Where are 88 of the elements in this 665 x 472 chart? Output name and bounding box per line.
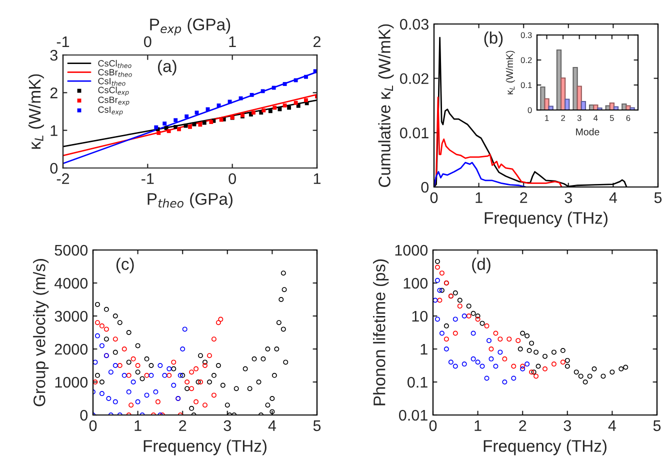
y-axis-title: Group velocity (m/s) (33, 258, 49, 406)
x-tick-label: 0 (89, 420, 97, 432)
x-tick-label: 1 (545, 115, 549, 121)
x-axis-title: P$_{theo}$ (GPa) (148, 192, 232, 208)
y-tick-label: 2000 (54, 344, 88, 355)
y-axis-title: Cumulative κ$_{L}$ (W/mK) (378, 24, 394, 187)
legend-label: CsCl$_{exp}$ (98, 86, 129, 96)
x-tick-label: 1 (314, 173, 321, 184)
y-axis-title: κ$_{L}$ (W/mK) (506, 50, 515, 94)
x-tick-label: -1 (142, 173, 154, 184)
y-tick-label: 0 (421, 182, 429, 193)
y-tick-label: 0.1 (408, 376, 428, 388)
x-tick-label: 4 (609, 192, 617, 203)
x-tick-label: 1 (134, 420, 142, 431)
x-tick-label: 2 (561, 115, 565, 121)
x-tick-label: 5 (313, 420, 321, 432)
bar (564, 98, 570, 110)
bar (630, 107, 635, 110)
x-axis-title: Frequency (THz) (484, 440, 606, 456)
y-tick-label: 0.03 (400, 18, 428, 30)
x-tick-label: 3 (577, 115, 582, 121)
legend-label: CsI$_{theo}$ (98, 78, 126, 86)
x-tick-label: 2 (179, 420, 186, 431)
y-tick-label: 1000 (395, 244, 428, 256)
y-tick-label: 4000 (54, 278, 88, 289)
bar (580, 100, 586, 110)
line-series (434, 162, 527, 187)
bar (613, 106, 619, 110)
x-axis-title: Frequency (THz) (144, 440, 266, 456)
bar (548, 106, 554, 110)
x-tick-label: 1 (474, 420, 482, 431)
y-axis-title: Phonon lifetime (ps) (373, 259, 389, 406)
legend-label: CsBr$_{theo}$ (98, 69, 132, 77)
bar (544, 98, 550, 110)
y-tick-label: 10 (412, 310, 428, 322)
x-tick-label: 4 (594, 115, 598, 121)
y-tick-label: 0.01 (400, 128, 428, 138)
legend-label: CsI$_{exp}$ (98, 106, 123, 116)
bar (572, 66, 578, 110)
x-tick-label: 3 (564, 420, 571, 432)
x2-axis-title: P$_{exp}$ (GPa) (150, 18, 230, 36)
y-tick-label: 0.02 (400, 73, 428, 84)
x-tick-label: 1 (476, 192, 482, 203)
y-tick-label: 0.3 (520, 32, 532, 38)
x-tick-label: 0 (228, 173, 236, 184)
y-tick-label: 3 (50, 50, 58, 61)
x2-tick-label: 0 (144, 36, 152, 48)
annotation: (d) (472, 258, 490, 274)
y-tick-label: 1000 (55, 376, 88, 388)
x-tick-label: 4 (268, 420, 276, 431)
bar (540, 86, 546, 110)
y-tick-label: 0 (50, 162, 58, 174)
y-tick-label: 0 (528, 107, 532, 114)
y-axis-title: κ$_{L}$ (W/mK) (28, 74, 44, 149)
annotation: (c) (116, 258, 134, 274)
y-tick-label: 1 (50, 125, 58, 136)
y-tick-label: 3000 (54, 310, 88, 322)
y-tick-label: 5000 (54, 244, 88, 256)
x-tick-label: 5 (654, 192, 662, 204)
x-tick-label: 3 (224, 420, 231, 432)
bar (597, 107, 602, 110)
x-tick-label: 3 (564, 192, 572, 204)
annotation: (a) (158, 60, 176, 76)
x-tick-label: 6 (626, 115, 630, 121)
x2-tick-label: -1 (56, 36, 70, 47)
annotation: (b) (484, 31, 503, 48)
y-tick-label: 0.01 (399, 410, 428, 421)
line-series (434, 96, 562, 187)
legend-label: CsBr$_{exp}$ (98, 96, 130, 106)
x-tick-label: 0 (430, 192, 438, 204)
x-tick-label: 0 (429, 420, 437, 432)
x-tick-label: -2 (56, 173, 70, 184)
x-tick-label: 5 (610, 115, 614, 121)
bar (576, 86, 582, 110)
x-tick-label: 5 (653, 420, 661, 432)
y-tick-label: 0.1 (520, 82, 532, 88)
x-axis-title: Frequency (THz) (484, 212, 608, 228)
legend-label: CsCl$_{theo}$ (98, 60, 132, 68)
y-tick-label: 2 (50, 88, 58, 98)
bar (560, 77, 566, 110)
x2-tick-label: 1 (229, 36, 236, 47)
y-tick-label: 100 (404, 278, 428, 289)
y-tick-label: 0.2 (520, 57, 532, 64)
y-tick-label: 0 (80, 410, 88, 421)
x-tick-label: 4 (608, 420, 616, 431)
x2-tick-label: 2 (314, 36, 320, 47)
y-tick-label: 1 (420, 344, 428, 355)
x-axis-title: Mode (576, 128, 600, 136)
